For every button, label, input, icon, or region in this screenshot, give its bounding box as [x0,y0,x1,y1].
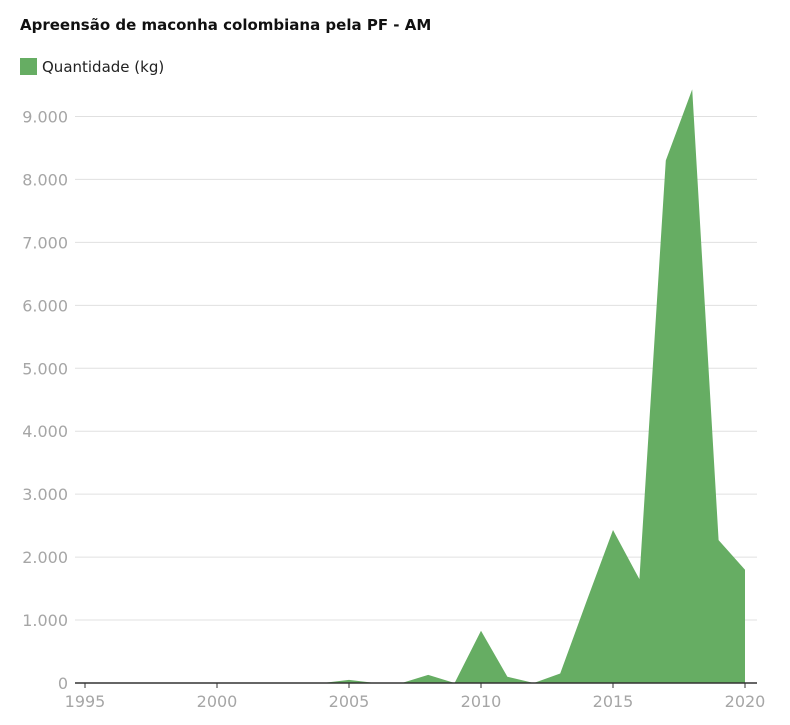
y-tick-label: 3.000 [22,485,68,504]
x-tick-label: 2020 [725,692,766,711]
x-tick-label: 2015 [593,692,634,711]
y-tick-label: 6.000 [22,296,68,315]
y-tick-label: 9.000 [22,107,68,126]
x-tick-label: 2010 [461,692,502,711]
x-tick-label: 2000 [197,692,238,711]
y-tick-label: 0 [58,674,68,693]
chart-title: Apreensão de maconha colombiana pela PF … [20,16,431,34]
y-tick-label: 4.000 [22,422,68,441]
x-tick-label: 1995 [65,692,106,711]
y-tick-label: 2.000 [22,548,68,567]
area [85,89,745,684]
y-tick-label: 1.000 [22,611,68,630]
legend-swatch [20,58,37,75]
legend-label: Quantidade (kg) [42,58,164,76]
y-tick-label: 5.000 [22,359,68,378]
y-tick-label: 7.000 [22,233,68,252]
y-tick-label: 8.000 [22,170,68,189]
x-tick-label: 2005 [329,692,370,711]
